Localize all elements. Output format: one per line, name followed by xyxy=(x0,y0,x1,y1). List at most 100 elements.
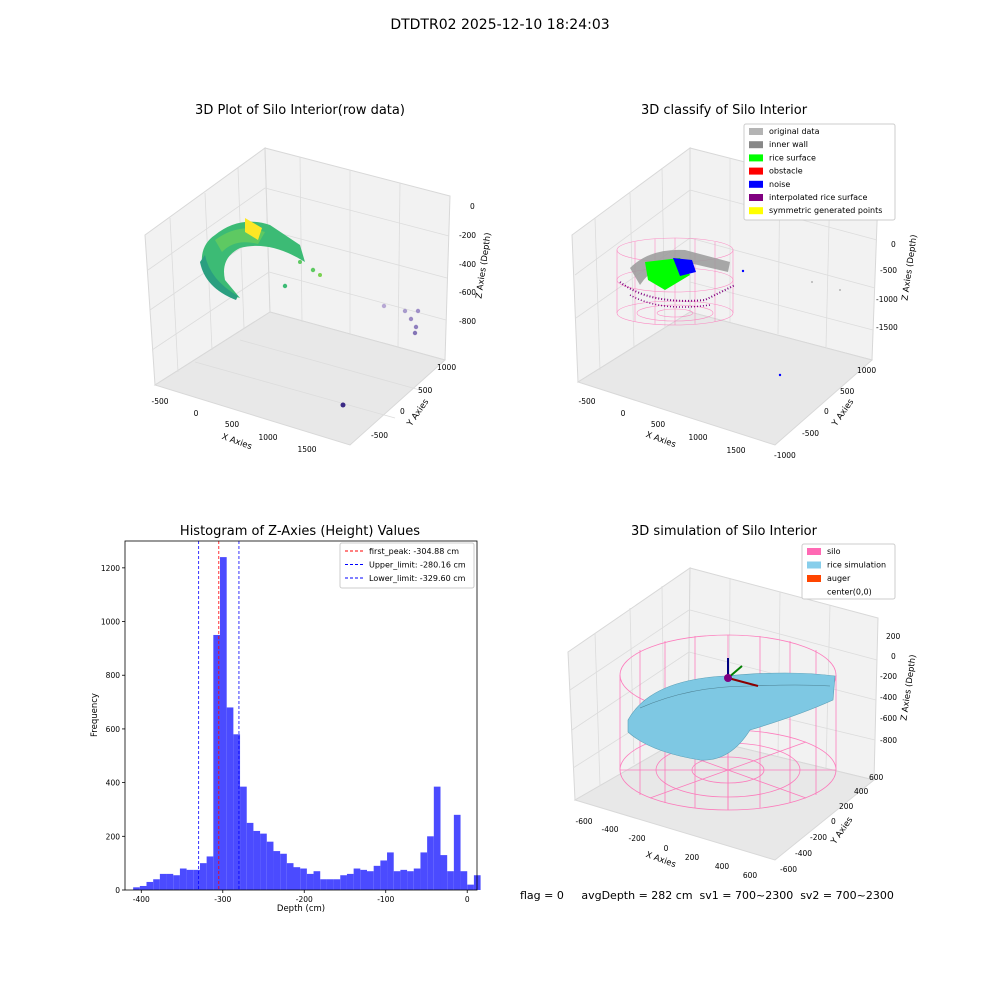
histogram-bar xyxy=(453,814,461,890)
histogram-x-label: Depth (cm) xyxy=(277,904,325,914)
histogram-bar xyxy=(387,852,394,890)
simulation-x-tick: 600 xyxy=(743,871,758,880)
raw-y-tick: 500 xyxy=(418,386,433,395)
simulation-z-label: Z Axies (Depth) xyxy=(899,654,918,721)
histogram-bar xyxy=(179,868,187,890)
histogram-bar xyxy=(447,871,454,890)
simulation-z-tick: -400 xyxy=(880,693,897,702)
raw-z-tick: -200 xyxy=(459,231,476,240)
histogram-x-ticks: -400 -300 -200 -100 0 xyxy=(133,890,470,904)
histogram-bar xyxy=(260,833,267,890)
histogram-bar xyxy=(300,868,307,890)
simulation-x-tick: 400 xyxy=(715,862,730,871)
raw-x-label: X Axies xyxy=(220,432,253,452)
classify-x-label: X Axies xyxy=(644,430,677,450)
raw-y-tick: 0 xyxy=(400,407,405,416)
simulation-legend: silo rice simulation auger center(0,0) xyxy=(801,543,896,600)
raw-z-tick: -600 xyxy=(459,288,476,297)
classify-legend-label: symmetric generated points xyxy=(769,206,882,215)
classify-y-tick: 500 xyxy=(840,387,855,396)
raw-z-tick: 0 xyxy=(470,202,475,211)
simulation-y-ticks: -600 -400 -200 0 200 400 600 xyxy=(780,773,884,874)
histogram-bar xyxy=(199,863,207,890)
classify-y-ticks: -1000 -500 0 500 1000 xyxy=(774,366,876,460)
status-footer: flag = 0 avgDepth = 282 cm sv1 = 700~230… xyxy=(520,889,894,902)
simulation-x-tick: -400 xyxy=(601,825,618,834)
simulation-y-tick: -600 xyxy=(780,865,797,874)
histogram-y-tick: 1000 xyxy=(101,618,120,627)
histogram-bar xyxy=(186,869,194,890)
raw-y-label: Y Axies xyxy=(405,397,432,429)
histogram-y-tick: 200 xyxy=(106,832,121,841)
histogram-x-tick: -400 xyxy=(133,895,150,904)
classify-legend-label: original data xyxy=(769,127,820,136)
raw-y-tick: -500 xyxy=(371,431,388,440)
raw-y-tick: 1000 xyxy=(437,363,456,372)
classify-x-tick: 0 xyxy=(621,409,626,418)
histogram-bar xyxy=(139,885,147,890)
histogram-bar xyxy=(440,855,448,890)
histogram-bar xyxy=(240,786,247,890)
simulation-legend-label: auger xyxy=(827,574,851,583)
histogram-bars xyxy=(133,557,481,890)
histogram-bar xyxy=(226,707,234,890)
simulation-y-tick: 400 xyxy=(854,787,869,796)
simulation-y-tick: 200 xyxy=(839,802,854,811)
histogram-bar xyxy=(220,557,227,890)
histogram-bar xyxy=(427,836,434,890)
classify-legend-swatch xyxy=(749,154,763,162)
raw-axes-panes xyxy=(144,147,451,446)
simulation-rice-surface xyxy=(627,672,836,761)
classify-legend-swatch xyxy=(749,207,763,215)
classify-x-tick: 1000 xyxy=(688,433,707,442)
histogram-bar xyxy=(460,871,468,890)
histogram-bar xyxy=(433,786,441,890)
histogram-bar xyxy=(467,884,474,890)
histogram-bar xyxy=(173,875,180,890)
histogram-bar xyxy=(353,868,361,890)
histogram-y-tick: 0 xyxy=(115,886,120,895)
classify-point-clusters xyxy=(619,249,841,377)
histogram-bar xyxy=(340,875,347,890)
simulation-legend-swatch xyxy=(807,575,821,582)
histogram-bar xyxy=(193,869,200,890)
simulation-x-tick: -600 xyxy=(575,817,592,826)
histogram-chart: -400 -300 -200 -100 0 020040060080010001200 … xyxy=(90,540,481,914)
histogram-bar xyxy=(280,853,287,890)
histogram-x-tick: 0 xyxy=(465,895,470,904)
raw-z-label: Z Axies (Depth) xyxy=(474,232,493,299)
classify-legend: original data inner wall rice surface obsta… xyxy=(743,123,896,221)
simulation-legend-label: center(0,0) xyxy=(827,588,872,597)
classify-legend-swatch xyxy=(749,167,763,175)
histogram-bar xyxy=(346,873,354,890)
histogram-threshold-lines xyxy=(198,541,240,890)
histogram-y-tick: 1200 xyxy=(101,564,120,573)
histogram-bar xyxy=(286,863,294,890)
classify-3d-plot: -500 0 500 1000 1500 X Axies -1000 -500 … xyxy=(571,123,920,460)
histogram-bar xyxy=(266,841,274,890)
histogram-bar xyxy=(206,856,214,890)
classify-y-label: Y Axies xyxy=(830,397,857,429)
simulation-3d-plot: -600 -400 -200 0 200 400 600 X Axies -60… xyxy=(567,543,919,880)
histogram-legend-label: Lower_limit: -329.60 cm xyxy=(369,574,466,583)
histogram-legend: first_peak: -304.88 cm Upper_limit: -280.… xyxy=(339,542,475,589)
simulation-y-tick: -200 xyxy=(810,833,827,842)
simulation-legend-label: rice simulation xyxy=(827,561,886,570)
classify-z-tick: -500 xyxy=(880,266,897,275)
raw-z-ticks: 0 -200 -400 -600 -800 xyxy=(459,202,476,326)
raw-scan-cloud xyxy=(200,218,305,300)
classify-z-ticks: 500 0 -500 -1000 -1500 xyxy=(876,209,898,332)
histogram-x-tick: -300 xyxy=(214,895,231,904)
simulation-panel-title: 3D simulation of Silo Interior xyxy=(631,524,817,539)
histogram-legend-label: first_peak: -304.88 cm xyxy=(369,547,459,556)
histogram-bar xyxy=(253,830,261,890)
histogram-y-label: Frequency xyxy=(90,693,100,737)
histogram-bar xyxy=(166,873,174,890)
classify-legend-swatch xyxy=(749,180,763,188)
classify-legend-swatch xyxy=(749,194,763,201)
classify-x-tick: 1500 xyxy=(726,446,745,455)
histogram-bar xyxy=(413,868,421,890)
classify-x-ticks: -500 0 500 1000 1500 xyxy=(578,397,745,455)
classify-y-tick: -1000 xyxy=(774,451,796,460)
raw-x-tick: 500 xyxy=(225,420,240,429)
